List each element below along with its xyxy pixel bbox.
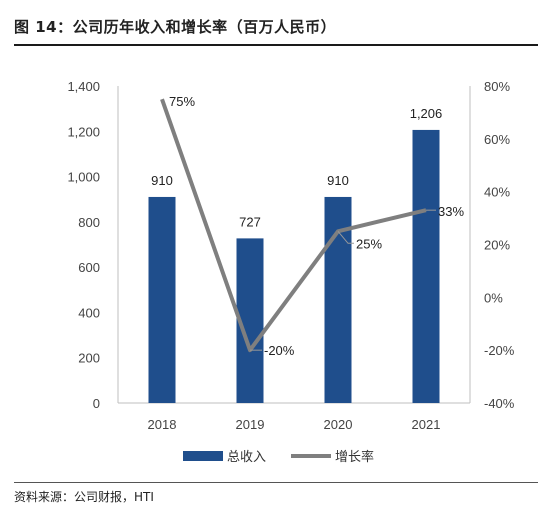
- growth-data-label: -20%: [264, 343, 295, 358]
- source-note: 资料来源：公司财报，HTI: [14, 490, 154, 504]
- left-tick-label: 600: [78, 260, 100, 275]
- right-tick-label: -20%: [484, 343, 515, 358]
- right-tick-label: 0%: [484, 290, 503, 305]
- left-tick-label: 1,200: [67, 124, 100, 139]
- left-tick-label: 800: [78, 215, 100, 230]
- x-tick-label: 2021: [412, 417, 441, 432]
- right-tick-label: 20%: [484, 238, 510, 253]
- legend-bar-label: 总收入: [227, 450, 266, 465]
- x-tick-label: 2020: [324, 417, 353, 432]
- revenue-bar: [148, 196, 176, 403]
- revenue-data-label: 910: [327, 173, 349, 188]
- growth-leader-line: [337, 230, 354, 244]
- right-tick-label: 80%: [484, 79, 510, 94]
- right-tick-label: 60%: [484, 132, 510, 147]
- growth-data-label: 25%: [356, 236, 382, 251]
- left-tick-label: 1,400: [67, 79, 100, 94]
- left-tick-label: 200: [78, 351, 100, 366]
- left-tick-label: 1,000: [67, 170, 100, 185]
- legend-bar-swatch: [183, 451, 223, 461]
- right-tick-label: -40%: [484, 396, 515, 411]
- right-tick-label: 40%: [484, 185, 510, 200]
- revenue-data-label: 1,206: [410, 106, 443, 121]
- revenue-bar: [412, 129, 440, 404]
- left-tick-label: 0: [93, 396, 100, 411]
- chart-title: 图 14：公司历年收入和增长率（百万人民币）: [14, 18, 337, 36]
- x-tick-label: 2019: [236, 417, 265, 432]
- chart-area: 0 200 400 600 800 1,000 1,200 1,400 -40% -20% 0% 20…: [67, 79, 515, 465]
- growth-data-label: 75%: [169, 94, 195, 109]
- revenue-data-label: 727: [239, 214, 261, 229]
- source-divider: [14, 482, 538, 483]
- revenue-data-label: 910: [151, 173, 173, 188]
- x-tick-label: 2018: [148, 417, 177, 432]
- legend-line-label: 增长率: [335, 449, 374, 465]
- growth-line: [160, 98, 427, 353]
- left-tick-label: 400: [78, 305, 100, 320]
- title-divider: [14, 44, 538, 46]
- growth-data-label: 33%: [438, 204, 464, 219]
